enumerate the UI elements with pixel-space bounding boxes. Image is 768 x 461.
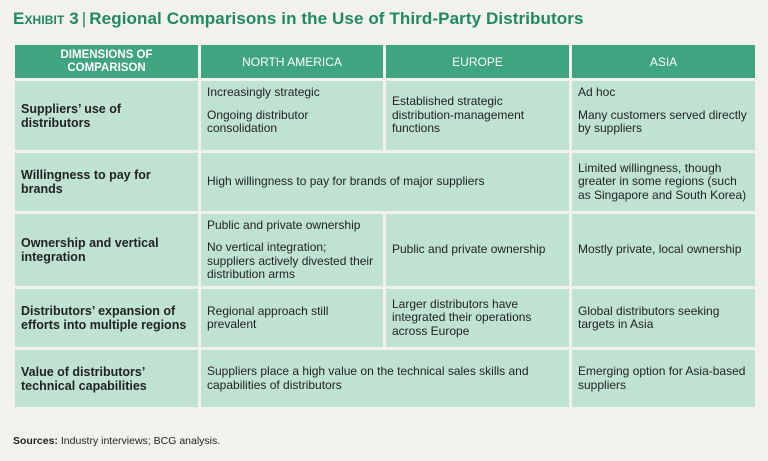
cell-text: Mostly private, local ownership — [578, 242, 742, 257]
cell-text: Suppliers place a high value on the tech… — [207, 364, 529, 392]
table-row: Ownership and vertical integration Publi… — [15, 214, 755, 286]
cell-text: No vertical integration; suppliers activ… — [207, 240, 374, 281]
header-asia: ASIA — [572, 45, 755, 78]
table-row: Willingness to pay for brands High willi… — [15, 153, 755, 211]
title-text: Regional Comparisons in the Use of Third… — [89, 9, 584, 28]
header-north-america: NORTH AMERICA — [201, 45, 383, 78]
cell-text: Ad hoc — [578, 85, 616, 99]
header-row: DIMENSIONS OF COMPARISON NORTH AMERICA E… — [15, 45, 755, 78]
table-row: Suppliers’ use of distributors Increasin… — [15, 81, 755, 150]
cell-europe: Public and private ownership — [386, 214, 569, 286]
source-label: Sources: — [13, 435, 58, 447]
cell-text: Public and private ownership — [392, 242, 546, 257]
source-text: Industry interviews; BCG analysis. — [60, 435, 221, 447]
cell-north-america-europe: Suppliers place a high value on the tech… — [201, 350, 569, 407]
cell-asia: Ad hoc Many customers served directly by… — [572, 81, 755, 150]
row-label: Value of distributors’ technical capabil… — [15, 350, 198, 407]
row-label: Willingness to pay for brands — [15, 153, 198, 211]
table-row: Distributors’ expansion of efforts into … — [15, 289, 755, 347]
row-label: Distributors’ expansion of efforts into … — [15, 289, 198, 347]
cell-asia: Emerging option for Asia-based suppliers — [572, 350, 755, 407]
comparison-table: DIMENSIONS OF COMPARISON NORTH AMERICA E… — [12, 42, 758, 410]
cell-north-america: Increasingly strategic Ongoing distribut… — [201, 81, 383, 150]
cell-north-america: Public and private ownership No vertical… — [201, 214, 383, 286]
cell-europe: Larger distributors have integrated thei… — [386, 289, 569, 347]
cell-text: Larger distributors have integrated thei… — [392, 296, 532, 338]
table-row: Value of distributors’ technical capabil… — [15, 350, 755, 407]
cell-north-america-europe: High willingness to pay for brands of ma… — [201, 153, 569, 211]
cell-text: Global distributors seeking targets in A… — [578, 303, 720, 331]
cell-asia: Global distributors seeking targets in A… — [572, 289, 755, 347]
row-label: Suppliers’ use of distributors — [15, 81, 198, 150]
row-label: Ownership and vertical integration — [15, 214, 198, 286]
cell-text: Increasingly strategic — [207, 85, 320, 99]
exhibit-number: Exhibit 3 — [13, 9, 79, 28]
title-separator: | — [81, 9, 87, 28]
exhibit-title: Exhibit 3 | Regional Comparisons in the Us… — [13, 9, 584, 29]
cell-text: Regional approach still prevalent — [207, 303, 329, 331]
cell-asia: Mostly private, local ownership — [572, 214, 755, 286]
header-dimensions: DIMENSIONS OF COMPARISON — [15, 45, 198, 78]
cell-europe: Established strategic distribution-manag… — [386, 81, 569, 150]
cell-north-america: Regional approach still prevalent — [201, 289, 383, 347]
cell-text: Many customers served directly by suppli… — [578, 107, 747, 135]
cell-text: Limited willingness, though greater in s… — [578, 160, 747, 202]
cell-text: Emerging option for Asia-based suppliers — [578, 364, 746, 392]
cell-text: High willingness to pay for brands of ma… — [207, 174, 485, 189]
source-note: Sources: Industry interviews; BCG analys… — [13, 435, 220, 447]
cell-text: Established strategic distribution-manag… — [392, 94, 525, 136]
cell-text: Ongoing distributor consolidation — [207, 107, 309, 135]
cell-text: Public and private ownership — [207, 217, 361, 232]
cell-asia: Limited willingness, though greater in s… — [572, 153, 755, 211]
header-europe: EUROPE — [386, 45, 569, 78]
